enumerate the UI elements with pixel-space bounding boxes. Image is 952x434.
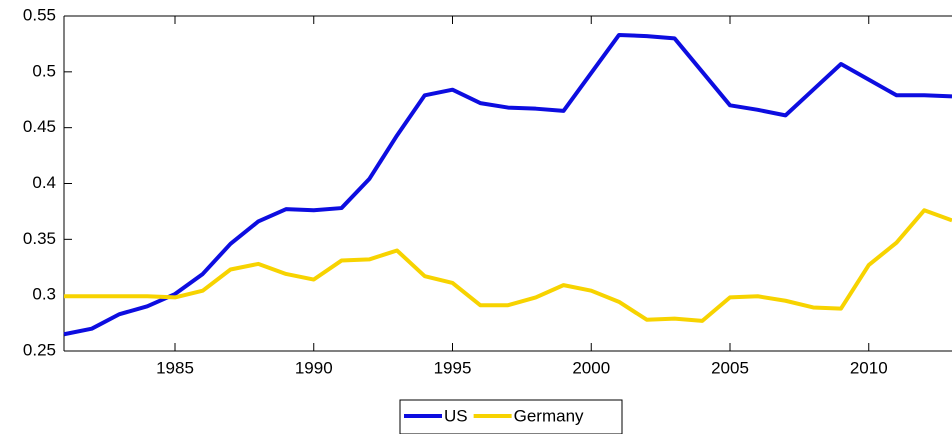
legend-label: US (444, 406, 468, 425)
x-tick-label: 1995 (434, 358, 472, 377)
y-tick-label: 0.55 (23, 5, 56, 24)
series-line (64, 208, 952, 323)
y-tick-label: 0.35 (23, 229, 56, 248)
y-tick-label: 0.3 (32, 285, 56, 304)
y-tick-label: 0.45 (23, 117, 56, 136)
x-tick-label: 2005 (711, 358, 749, 377)
x-tick-label: 2010 (850, 358, 888, 377)
y-tick-label: 0.4 (32, 173, 56, 192)
y-tick-label: 0.25 (23, 340, 56, 359)
x-tick-label: 1990 (295, 358, 333, 377)
y-tick-label: 0.5 (32, 61, 56, 80)
x-tick-label: 2000 (572, 358, 610, 377)
legend-label: Germany (514, 406, 584, 425)
series-line (63, 32, 952, 337)
x-tick-label: 1985 (156, 358, 194, 377)
